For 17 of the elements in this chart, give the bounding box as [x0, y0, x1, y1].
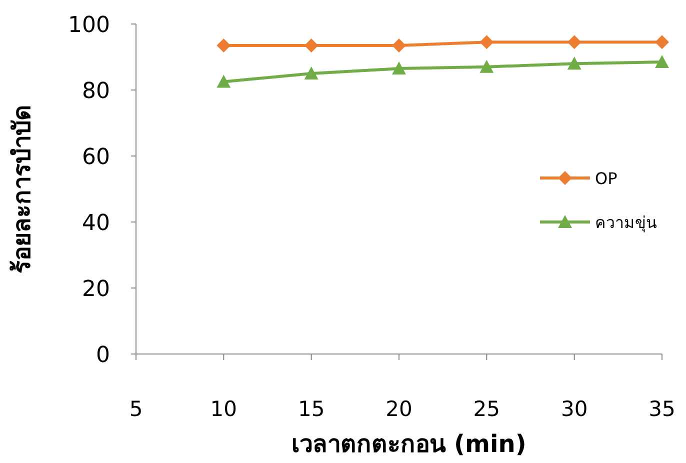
x-tick-label: 25 [473, 397, 500, 421]
x-tick-label: 5 [129, 397, 143, 421]
y-tick-label: 100 [68, 13, 110, 38]
x-axis-title: เวลาตกตะกอน (min) [292, 430, 526, 458]
x-tick-label: 30 [560, 397, 588, 421]
y-tick-label: 60 [82, 145, 110, 170]
y-tick-label: 80 [82, 79, 110, 104]
x-tick-label: 35 [648, 397, 676, 421]
y-tick-label: 20 [82, 277, 110, 302]
y-axis-title: ร้อยละการบำบัด [8, 104, 36, 274]
legend-label: OP [595, 169, 618, 188]
legend-label: ความขุ่น [595, 213, 657, 233]
x-tick-label: 15 [298, 397, 325, 421]
x-tick-label: 20 [386, 397, 412, 421]
y-tick-label: 40 [82, 211, 110, 236]
y-tick-label: 0 [96, 343, 110, 368]
x-tick-label: 10 [210, 397, 238, 421]
